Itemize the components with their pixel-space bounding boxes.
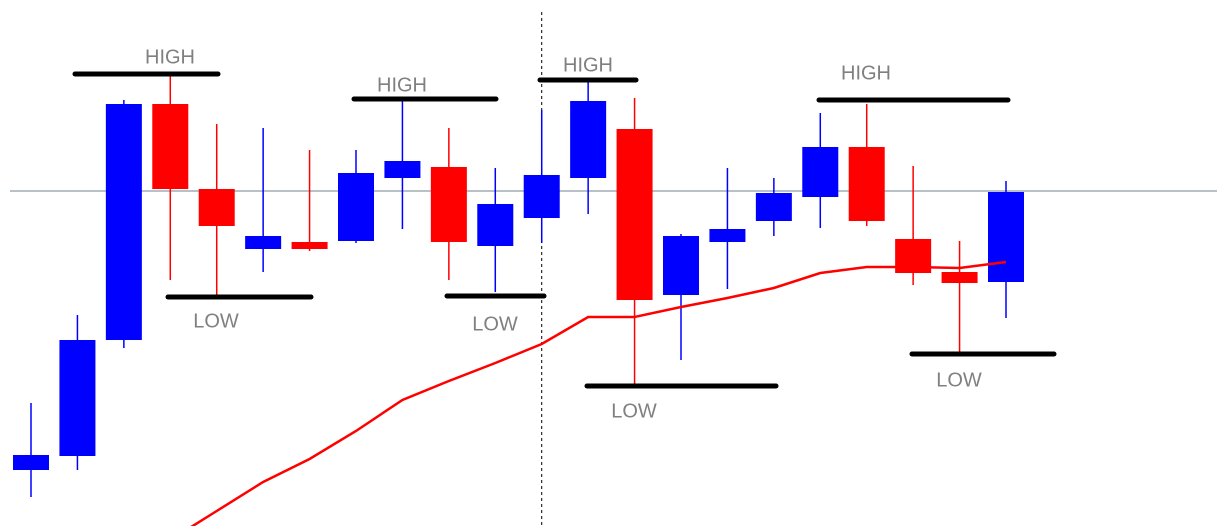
annotation-label: HIGH bbox=[841, 62, 891, 84]
candle-body bbox=[384, 161, 421, 178]
candle-body bbox=[663, 236, 699, 295]
candle-body bbox=[755, 193, 792, 221]
candle-body bbox=[13, 455, 49, 470]
candle-body bbox=[477, 204, 514, 246]
annotation-label: LOW bbox=[936, 369, 982, 391]
candle-body bbox=[105, 104, 142, 340]
candle-body bbox=[430, 167, 467, 242]
candle-body bbox=[152, 104, 189, 189]
candle-body bbox=[291, 242, 328, 249]
candle-body bbox=[941, 272, 978, 283]
candle-body bbox=[616, 129, 653, 300]
annotation-label: HIGH bbox=[377, 74, 427, 96]
candle-body bbox=[802, 147, 839, 197]
candle-body bbox=[198, 189, 235, 226]
candle-body bbox=[848, 147, 885, 221]
annotation-label: HIGH bbox=[563, 54, 613, 76]
candle-body bbox=[59, 340, 96, 456]
candle-body bbox=[709, 229, 746, 242]
annotation-label: LOW bbox=[472, 313, 518, 335]
annotation-label: LOW bbox=[611, 400, 657, 422]
candle-body bbox=[570, 101, 607, 178]
candle-body bbox=[338, 173, 374, 241]
annotation-label: HIGH bbox=[145, 46, 195, 68]
candle-body bbox=[988, 192, 1024, 282]
candle-body bbox=[523, 175, 560, 218]
candle-body bbox=[245, 236, 282, 249]
moving-average bbox=[190, 260, 1007, 526]
annotation-label: LOW bbox=[193, 310, 239, 332]
